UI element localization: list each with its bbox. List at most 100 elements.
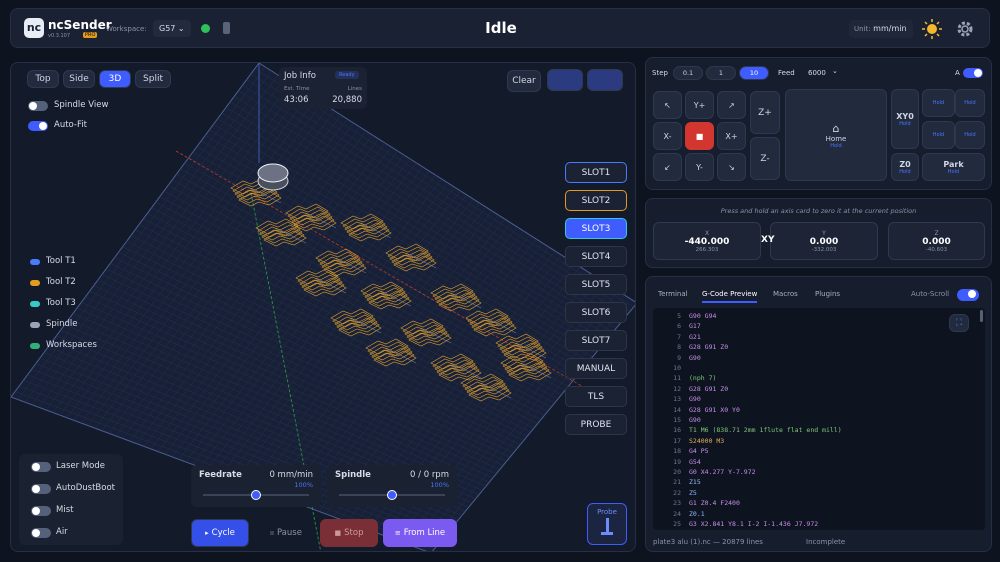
toggle[interactable] — [28, 121, 48, 131]
spindle-label: Spindle — [335, 470, 371, 480]
home-button[interactable]: ⌂ Home Hold — [785, 89, 887, 181]
corner-button[interactable]: Hold — [955, 121, 985, 149]
view-button[interactable]: 3D — [99, 70, 131, 88]
park-button[interactable]: Park Hold — [922, 153, 985, 181]
lines: 20,880 — [332, 95, 362, 105]
toggle[interactable] — [31, 506, 51, 516]
toolpath — [330, 308, 374, 325]
code-line: 14 G28 G91 X0 Y0 — [653, 406, 740, 414]
console-tab[interactable]: Terminal — [658, 290, 688, 298]
action-button[interactable]: ıı Pause — [255, 519, 317, 547]
probe-button[interactable]: Probe — [587, 503, 627, 545]
toolpath — [497, 336, 541, 353]
axis-value: 0.000 — [922, 236, 951, 247]
toolpath-link — [520, 362, 552, 379]
step-button[interactable]: 1 — [706, 66, 736, 80]
app-name: ncSender — [48, 18, 112, 32]
hold: Hold — [932, 132, 945, 138]
axis-x — [175, 150, 612, 404]
slider-thumb[interactable] — [251, 490, 261, 500]
toolpath — [299, 274, 343, 291]
action-button[interactable]: ▸ Cycle — [191, 519, 249, 547]
jog-diagonal[interactable]: ↗ — [717, 91, 746, 119]
toolpath — [263, 230, 307, 247]
header: nc ncSender v0.3.107 PRO Workspace: G57 … — [10, 8, 990, 48]
jog-diagonal[interactable]: ↙ — [653, 153, 682, 181]
workspace-select[interactable]: G57 ⌄ — [153, 20, 191, 37]
toggle[interactable] — [31, 484, 51, 494]
z0-button[interactable]: Z0 Hold — [891, 153, 919, 181]
axis-card[interactable]: Y 0.000 -332.003 — [770, 222, 878, 260]
slot-button[interactable]: TLS — [565, 386, 627, 407]
feedrate-value: 0 mm/min — [269, 470, 313, 480]
option-label: Mist — [56, 505, 74, 515]
view-button[interactable]: Top — [27, 70, 59, 88]
line-number: 24 — [673, 509, 681, 518]
jog-z-button[interactable]: Z+ — [750, 91, 780, 134]
console-tab[interactable]: G-Code Preview — [702, 290, 758, 303]
hold: Hold — [964, 100, 976, 106]
line-code: (nph 7) — [689, 374, 717, 383]
corner-button[interactable]: Hold — [922, 89, 955, 117]
slider-thumb[interactable] — [387, 490, 397, 500]
code-line: 6 G17 — [653, 322, 701, 330]
slot-button[interactable]: SLOT2 — [565, 190, 627, 211]
expand-button[interactable]: ⛶ — [949, 314, 969, 332]
folder-button[interactable] — [587, 69, 623, 91]
view-button[interactable]: Side — [63, 70, 95, 88]
jog-button[interactable]: X- — [653, 122, 682, 150]
stop-jog[interactable]: ■ — [685, 122, 714, 150]
action-button[interactable]: ■ Stop — [320, 519, 378, 547]
toolpath — [319, 254, 363, 271]
console-tab[interactable]: Macros — [773, 290, 798, 298]
workspace: G57 — [159, 24, 176, 33]
slot-button[interactable]: SLOT1 — [565, 162, 627, 183]
toolpath-part — [460, 373, 512, 402]
toolpath — [301, 277, 345, 294]
jog-diagonal[interactable]: ↘ — [717, 153, 746, 181]
jog-button[interactable]: X+ — [717, 122, 746, 150]
unit-box[interactable]: Unit: mm/min — [849, 20, 913, 38]
line-number: 11 — [673, 374, 681, 383]
action-button[interactable]: ≡ From Line — [383, 519, 457, 547]
slot-button[interactable]: SLOT6 — [565, 302, 627, 323]
corner-button[interactable]: Hold — [955, 89, 985, 117]
slot-button[interactable]: PROBE — [565, 414, 627, 435]
code-line: 9 G90 — [653, 354, 701, 362]
jog-button[interactable]: Y+ — [685, 91, 714, 119]
step-button[interactable]: 10 — [739, 66, 769, 80]
toolpath-link — [250, 187, 282, 204]
settings[interactable] — [954, 18, 976, 40]
auto-scroll-toggle[interactable] — [957, 289, 979, 301]
slot-button[interactable]: SLOT7 — [565, 330, 627, 351]
view-button[interactable]: Split — [135, 70, 171, 88]
line-code: G0 X4.277 Y-7.972 — [689, 468, 756, 476]
toggle[interactable] — [28, 101, 48, 111]
line-number: 16 — [673, 426, 681, 435]
toolpath — [336, 317, 380, 334]
jog-z-button[interactable]: Z- — [750, 137, 780, 180]
xy0-button[interactable]: XY0 Hold — [891, 89, 919, 149]
jog-diagonal[interactable]: ↖ — [653, 91, 682, 119]
jog-button[interactable]: Y- — [685, 153, 714, 181]
toolpath — [367, 341, 411, 358]
spindle — [257, 163, 289, 191]
axis-card[interactable]: Z 0.000 -40.603 — [888, 222, 985, 260]
tool-button[interactable] — [547, 69, 583, 91]
code-line: 22 Z5 — [653, 489, 697, 497]
clear-button[interactable]: Clear — [507, 70, 541, 92]
a-toggle[interactable] — [963, 68, 983, 78]
est-time: 43:06 — [284, 95, 309, 105]
toggle[interactable] — [31, 528, 51, 538]
toolpath — [291, 212, 335, 229]
corner-button[interactable]: Hold — [922, 121, 955, 149]
theme-toggle[interactable] — [921, 18, 943, 40]
slot-button[interactable]: SLOT5 — [565, 274, 627, 295]
slot-button[interactable]: SLOT3 — [565, 218, 627, 239]
slot-button[interactable]: SLOT4 — [565, 246, 627, 267]
step-button[interactable]: 0.1 — [673, 66, 703, 80]
axis-card[interactable]: X -440.000 266.303 — [653, 222, 761, 260]
toggle[interactable] — [31, 462, 51, 472]
console-tab[interactable]: Plugins — [815, 290, 841, 298]
slot-button[interactable]: MANUAL — [565, 358, 627, 379]
